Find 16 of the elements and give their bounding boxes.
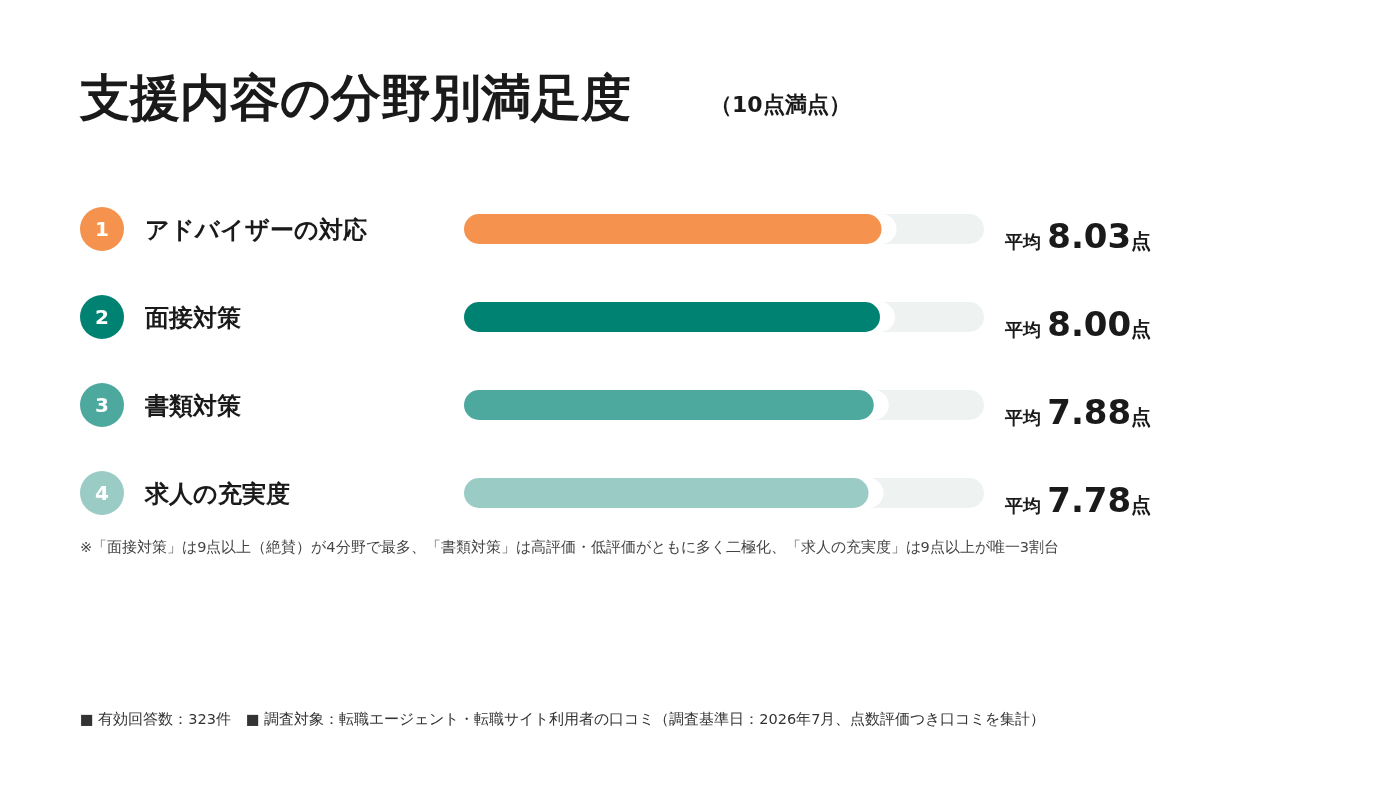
y-tick-label: 求人の充実度 bbox=[144, 480, 290, 508]
text: 3 bbox=[95, 393, 109, 417]
y-tick-label: 面接対策 bbox=[144, 304, 241, 332]
text: ■ 有効回答数：323件 ■ 調査対象：転職エージェント・転職サイト利用者の口コミ（調査基準日：2026年7月、点数評価つき口コミを集計） bbox=[80, 710, 1047, 729]
chart-subtitle: （10点満点） bbox=[710, 92, 851, 117]
text: 2 bbox=[95, 305, 109, 329]
data-label: 平均 8.03点 bbox=[1004, 216, 1152, 256]
data-label: 平均 7.78点 bbox=[1004, 480, 1152, 520]
text: 4 bbox=[95, 481, 109, 505]
text: 1 bbox=[95, 217, 109, 241]
data-label: 平均 7.88点 bbox=[1004, 392, 1152, 432]
data-label: 平均 8.00点 bbox=[1004, 304, 1152, 344]
chart-title: 支援内容の分野別満足度 bbox=[79, 69, 631, 127]
y-tick-label: 書類対策 bbox=[144, 392, 241, 420]
y-tick-label: アドバイザーの対応 bbox=[145, 216, 367, 244]
text: ※「面接対策」は9点以上（絶賛）が4分野で最多、「書類対策」は高評価・低評価がともに多く二極化、「求人の充実度」は9点以上が唯一3割台 bbox=[80, 539, 1060, 555]
